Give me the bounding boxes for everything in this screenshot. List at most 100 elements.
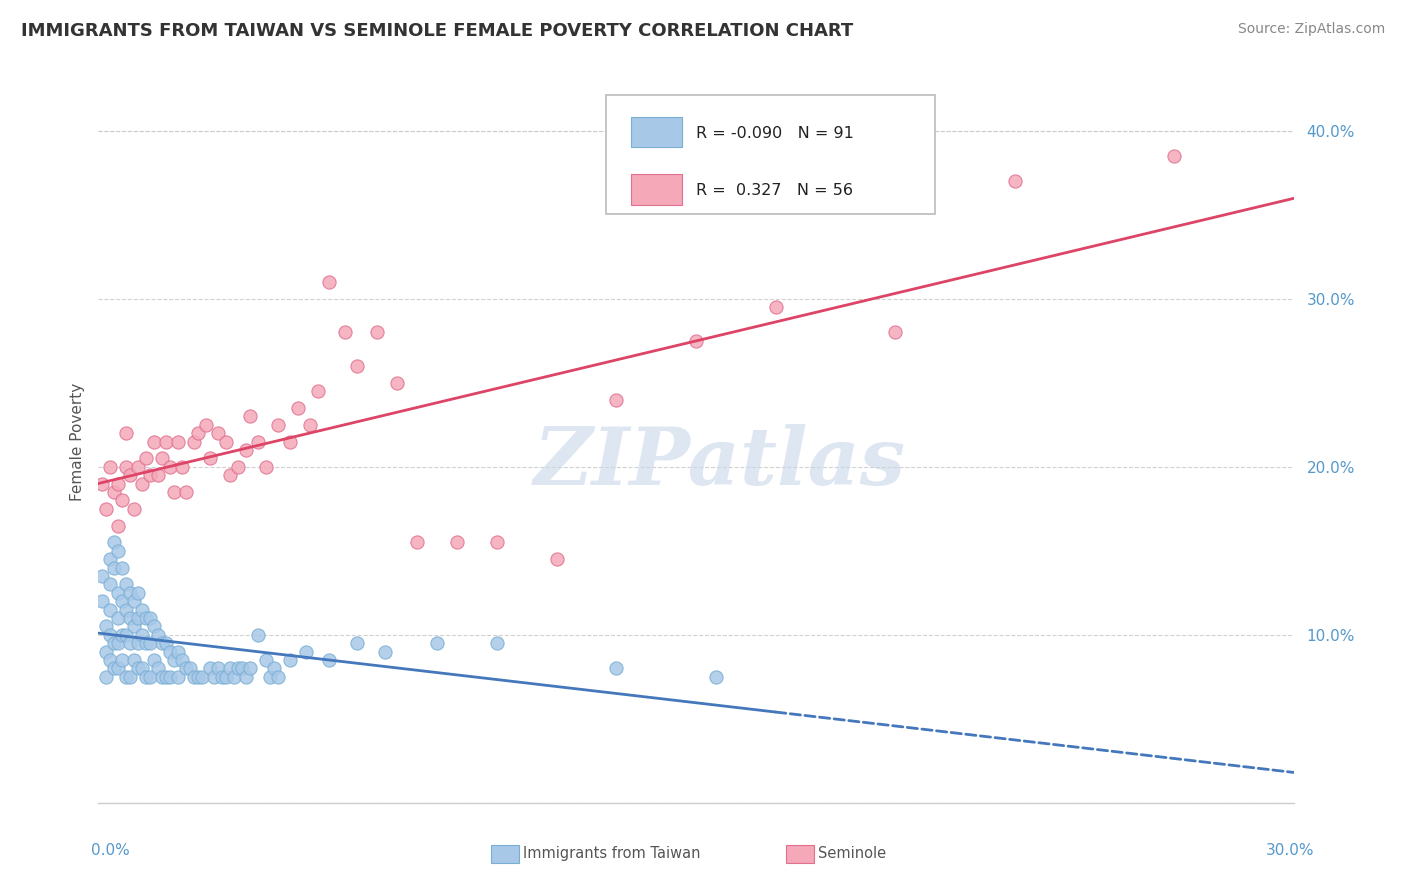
Point xyxy=(103,560,125,574)
Point xyxy=(183,434,205,449)
Point xyxy=(96,644,118,658)
Point xyxy=(107,476,129,491)
Point xyxy=(115,628,138,642)
Point xyxy=(98,577,122,591)
Point xyxy=(98,628,122,642)
Point xyxy=(884,326,907,340)
Text: Seminole: Seminole xyxy=(818,847,886,861)
Point xyxy=(198,661,221,675)
Point xyxy=(605,392,627,407)
Point xyxy=(174,485,197,500)
Text: 30.0%: 30.0% xyxy=(1267,843,1315,858)
Point xyxy=(98,653,122,667)
Point xyxy=(120,468,142,483)
Point xyxy=(124,619,146,633)
Point xyxy=(150,636,173,650)
Point xyxy=(163,485,186,500)
Point xyxy=(120,611,142,625)
Point xyxy=(127,611,149,625)
Point xyxy=(1004,174,1026,188)
Point xyxy=(159,670,181,684)
Point xyxy=(235,670,257,684)
Point xyxy=(346,359,368,373)
Point xyxy=(107,636,129,650)
Text: ZIPatlas: ZIPatlas xyxy=(534,425,905,502)
Point xyxy=(318,275,340,289)
FancyBboxPatch shape xyxy=(631,174,682,204)
Point xyxy=(115,426,138,441)
Point xyxy=(98,459,122,474)
Point xyxy=(374,644,396,658)
Point xyxy=(159,459,181,474)
Text: Immigrants from Taiwan: Immigrants from Taiwan xyxy=(523,847,700,861)
Point xyxy=(254,653,277,667)
Point xyxy=(215,670,238,684)
Point xyxy=(446,535,468,549)
Point xyxy=(98,602,122,616)
Point xyxy=(685,334,707,348)
Point xyxy=(120,670,142,684)
Point xyxy=(135,611,157,625)
Point xyxy=(115,459,138,474)
Point xyxy=(207,661,229,675)
Point xyxy=(219,661,242,675)
Point xyxy=(103,535,125,549)
FancyBboxPatch shape xyxy=(631,117,682,147)
Point xyxy=(704,670,727,684)
Point xyxy=(246,628,269,642)
Point xyxy=(366,326,388,340)
Point xyxy=(127,636,149,650)
Point xyxy=(426,636,449,650)
Point xyxy=(111,594,134,608)
Point xyxy=(103,485,125,500)
Point xyxy=(219,468,242,483)
Point xyxy=(246,434,269,449)
Point xyxy=(107,543,129,558)
Text: R = -0.090   N = 91: R = -0.090 N = 91 xyxy=(696,126,853,141)
Point xyxy=(155,636,177,650)
Point xyxy=(195,417,218,432)
Point xyxy=(96,670,118,684)
Point xyxy=(267,670,290,684)
Point xyxy=(226,459,249,474)
Point xyxy=(111,493,134,508)
Point xyxy=(115,577,138,591)
Point xyxy=(187,670,209,684)
Point xyxy=(124,501,146,516)
Point xyxy=(318,653,340,667)
Text: Source: ZipAtlas.com: Source: ZipAtlas.com xyxy=(1237,22,1385,37)
Point xyxy=(148,468,170,483)
Point xyxy=(346,636,368,650)
Point xyxy=(111,560,134,574)
Point xyxy=(96,501,118,516)
Point xyxy=(222,670,245,684)
Point xyxy=(546,552,568,566)
Point xyxy=(179,661,201,675)
Point xyxy=(335,326,357,340)
Point xyxy=(183,670,205,684)
Point xyxy=(174,661,197,675)
Point xyxy=(167,434,190,449)
Point xyxy=(91,476,114,491)
Point xyxy=(135,636,157,650)
Point xyxy=(159,644,181,658)
Point xyxy=(155,434,177,449)
Point xyxy=(107,518,129,533)
Point xyxy=(107,661,129,675)
Point xyxy=(120,636,142,650)
Point xyxy=(139,468,162,483)
Point xyxy=(172,459,194,474)
Point xyxy=(198,451,221,466)
Point xyxy=(231,661,253,675)
Point xyxy=(111,653,134,667)
Point xyxy=(143,434,166,449)
Point xyxy=(91,569,114,583)
Point xyxy=(215,434,238,449)
Point xyxy=(239,409,262,424)
Point xyxy=(187,426,209,441)
Point xyxy=(226,661,249,675)
Point xyxy=(307,384,329,398)
Point xyxy=(127,661,149,675)
Point xyxy=(131,476,153,491)
Point xyxy=(155,670,177,684)
